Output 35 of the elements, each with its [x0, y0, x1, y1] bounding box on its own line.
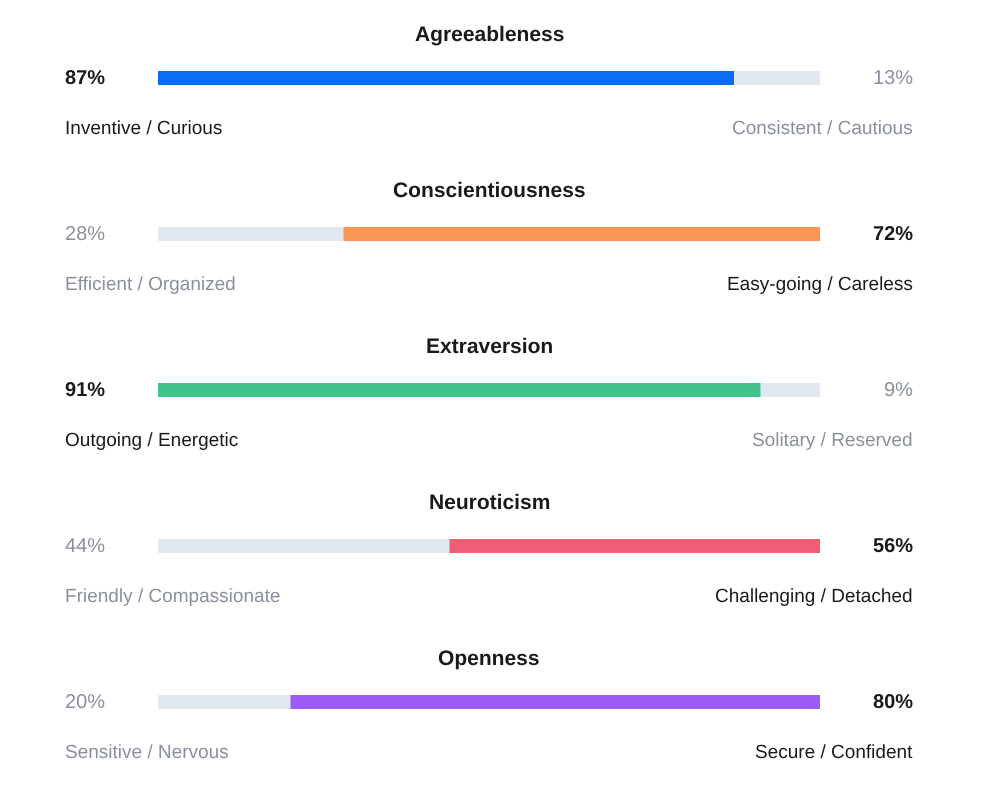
data-label: 28% [65, 223, 106, 245]
data-label: 80% [873, 691, 914, 713]
bar [734, 70, 820, 86]
data-label: 87% [65, 67, 106, 89]
bar [158, 382, 760, 398]
data-label: 56% [873, 535, 914, 557]
annotation: Efficient / Organized [65, 274, 236, 295]
bar [158, 694, 290, 710]
annotation: Consistent / Cautious [732, 118, 913, 139]
annotation: Solitary / Reserved [752, 430, 913, 451]
bar [158, 538, 450, 554]
y-tick-label: Conscientiousness [393, 179, 586, 202]
bar [760, 382, 820, 398]
bar [158, 70, 734, 86]
bar [343, 226, 820, 242]
y-tick-label: Openness [438, 647, 540, 670]
annotation: Outgoing / Energetic [65, 430, 238, 451]
annotation: Inventive / Curious [65, 118, 222, 139]
text: Secure / Confident [755, 742, 914, 763]
annotation: Easy-going / Careless [727, 274, 913, 295]
data-label: 13% [873, 67, 914, 89]
bar [449, 538, 820, 554]
y-tick-label: Neuroticism [429, 491, 550, 514]
y-tick-label: Agreeableness [415, 23, 564, 46]
bar [290, 694, 820, 710]
data-label: 20% [65, 691, 106, 713]
annotation: Friendly / Compassionate [65, 586, 280, 607]
data-label: 91% [65, 379, 106, 401]
data-label: 9% [884, 379, 914, 401]
text: Sensitive / Nervous [65, 742, 229, 763]
data-label: 44% [65, 535, 106, 557]
bar [158, 226, 344, 242]
y-tick-label: Extraversion [426, 335, 554, 358]
data-label: 72% [873, 223, 914, 245]
annotation: Challenging / Detached [715, 586, 913, 607]
